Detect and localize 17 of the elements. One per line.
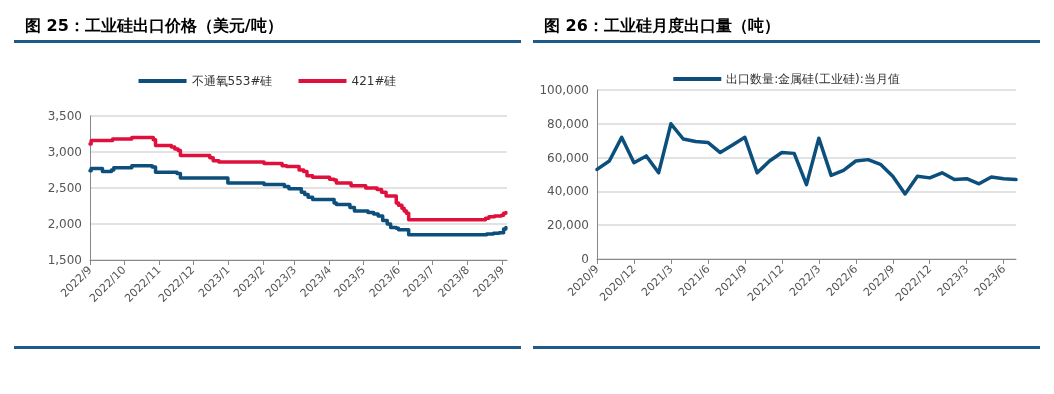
y-tick-label: 3,500 — [47, 109, 82, 123]
legend-label: 不通氧553#硅 — [191, 74, 273, 88]
y-tick-label: 40,000 — [547, 184, 589, 199]
legend-label: 出口数量:金属硅(工业硅):当月值 — [726, 72, 900, 86]
legend-label: 421#硅 — [351, 74, 397, 88]
y-tick-label: 80,000 — [547, 116, 589, 131]
y-tick-label: 1,500 — [47, 253, 82, 267]
y-tick-label: 20,000 — [547, 218, 589, 233]
y-tick-label: 3,000 — [47, 145, 82, 159]
line-series — [595, 122, 1018, 196]
y-tick-label: 2,500 — [47, 181, 82, 195]
y-tick-label: 100,000 — [539, 83, 589, 97]
y-tick-label: 2,000 — [47, 217, 82, 231]
y-tick-label: 0 — [581, 252, 589, 266]
y-tick-label: 60,000 — [547, 150, 589, 165]
chart-title: 图 26：工业硅月度出口量（吨） — [544, 15, 780, 35]
chart-title: 图 25：工业硅出口价格（美元/吨） — [25, 15, 283, 35]
